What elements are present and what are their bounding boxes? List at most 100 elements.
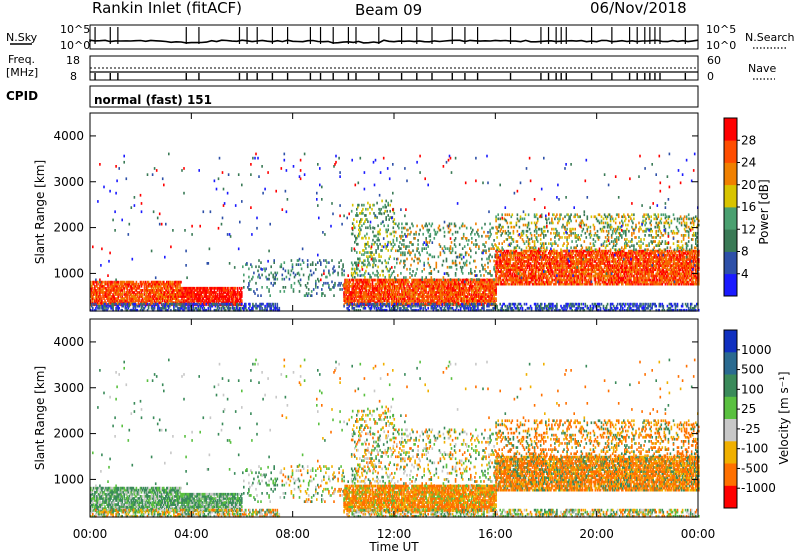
power-cell (357, 299, 360, 302)
power-cell (235, 304, 238, 308)
power-cell (338, 265, 340, 269)
power-cell (393, 218, 396, 221)
power-cell (146, 297, 149, 300)
power-cell (180, 286, 182, 290)
power-cell (365, 291, 368, 294)
power-cell (149, 284, 152, 288)
power-cell (98, 286, 100, 290)
power-cell (183, 306, 185, 310)
power-cell (99, 306, 101, 310)
power-cell (421, 276, 423, 279)
power-cell (155, 289, 158, 292)
power-cell (209, 291, 212, 294)
power-cell (276, 304, 279, 308)
power-cell (128, 291, 131, 294)
power-cell (385, 205, 387, 209)
power-cell (169, 302, 171, 306)
power-cell (359, 291, 362, 294)
power-cell (329, 288, 331, 291)
power-cell (366, 278, 369, 282)
power-cell (351, 286, 353, 290)
power-cell (268, 273, 270, 277)
power-cell (192, 299, 194, 302)
power-cell (100, 303, 102, 307)
power-cell (274, 306, 276, 310)
power-cell (364, 278, 367, 282)
power-cell (450, 241, 453, 244)
power-cell (364, 284, 367, 288)
power-cell (365, 247, 367, 250)
power-cell (346, 278, 348, 282)
power-cell (439, 245, 442, 248)
power-cell (214, 304, 217, 308)
power-cell (151, 289, 154, 292)
power-cell (367, 280, 370, 284)
power-cell (216, 289, 219, 292)
power-cell (454, 245, 457, 248)
power-cell (227, 297, 230, 300)
power-cell (171, 291, 173, 294)
power-cell (167, 291, 169, 294)
power-cell (201, 299, 204, 302)
power-cell (347, 280, 349, 284)
power-cell (115, 289, 117, 292)
power-cell (205, 301, 208, 305)
power-cell (208, 302, 211, 306)
power-cell (484, 263, 486, 267)
power-cell (149, 282, 152, 286)
power-cell (487, 265, 489, 269)
power-cell (214, 297, 217, 300)
power-cell (147, 293, 150, 296)
power-cell (217, 304, 220, 308)
power-cell (115, 280, 117, 284)
power-cell (131, 280, 134, 284)
power-cell (112, 301, 114, 305)
power-cell (468, 253, 470, 257)
power-cell (233, 301, 236, 305)
power-cell (188, 295, 190, 298)
power-cell (190, 293, 192, 296)
power-cell (266, 277, 268, 281)
power-cell (374, 293, 377, 296)
power-cell (203, 301, 206, 305)
power-cell (103, 297, 105, 300)
power-cell (139, 282, 142, 286)
power-cell (225, 289, 228, 292)
power-cell (444, 247, 447, 250)
power-cell (175, 304, 177, 308)
power-cell (149, 303, 152, 307)
power-cell (169, 282, 171, 286)
power-cell (101, 306, 103, 310)
power-cell (125, 297, 128, 300)
power-cell (185, 286, 187, 290)
power-cell (96, 304, 98, 308)
power-cell (365, 284, 368, 288)
power-cell (97, 299, 99, 302)
power-cell (366, 295, 369, 298)
power-cell (213, 308, 216, 312)
power-cell (90, 293, 92, 296)
power-cell (355, 289, 358, 292)
power-cell (203, 306, 206, 310)
power-cell (150, 286, 153, 290)
power-cell (332, 267, 334, 271)
power-cell (248, 306, 250, 310)
power-cell (363, 203, 365, 207)
power-cell (345, 282, 347, 286)
power-cell (389, 293, 392, 296)
power-cell (398, 286, 400, 290)
power-cell (276, 302, 279, 306)
power-cell (332, 271, 334, 275)
power-cell (360, 295, 363, 298)
power-cell (204, 289, 207, 292)
power-cell (379, 295, 382, 298)
power-cell (280, 263, 283, 266)
power-cell (371, 282, 374, 286)
power-cell (221, 286, 224, 290)
power-cell (471, 278, 473, 281)
power-cell (211, 301, 214, 305)
power-cell (102, 280, 104, 284)
power-cell (349, 297, 351, 300)
power-cell (154, 284, 157, 288)
power-cell (165, 295, 167, 298)
